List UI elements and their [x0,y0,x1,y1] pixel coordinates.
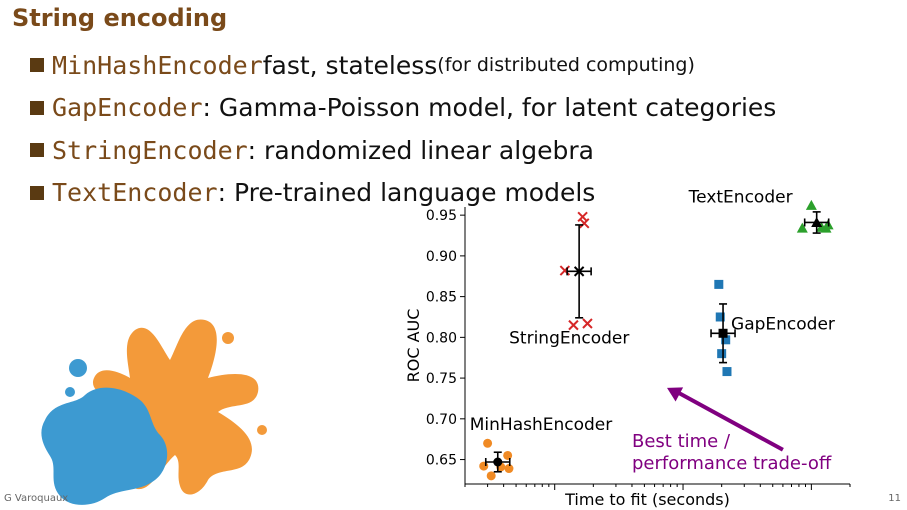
bullet-code: GapEncoder [52,93,203,123]
data-point [582,318,593,329]
data-point [715,312,725,322]
data-point [722,367,732,377]
bullet-code: StringEncoder [52,135,248,165]
data-point [579,218,590,229]
data-point [559,265,571,276]
slide-title: String encoding [12,4,228,32]
data-point [577,211,588,222]
series-label: StringEncoder [509,328,629,348]
square-bullet-icon [30,185,44,200]
data-point [479,461,489,471]
data-point [486,471,496,481]
bullet-text: fast, stateless [262,50,438,80]
data-point [568,319,579,331]
y-tick-label: 0.70 [426,412,457,428]
data-point [820,222,832,233]
data-point [721,335,731,345]
series-label: TextEncoder [688,187,793,207]
footer-author: G Varoquaux [4,493,69,504]
mean-point [573,266,585,277]
chart-axes: 0.65 0.70 0.75 0.80 0.85 0.90 0.95 [426,207,851,490]
y-tick-label: 0.85 [426,290,457,306]
y-tick-label: 0.65 [426,453,457,469]
data-point [503,450,513,460]
bullet-item-text: TextEncoder: Pre-trained language models [30,172,776,215]
square-bullet-icon [30,100,44,115]
bullet-item-minhash: MinHashEncoder fast, stateless (for dist… [30,44,776,87]
bullet-item-string: StringEncoder: randomized linear algebra [30,129,776,172]
page-number: 11 [888,493,901,504]
series-label: MinHashEncoder [470,415,613,435]
bullet-code: MinHashEncoder [52,50,263,80]
y-tick-label: 0.80 [426,330,457,346]
square-bullet-icon [30,58,44,73]
mean-point [493,457,503,467]
y-tick-label: 0.95 [426,208,457,224]
square-bullet-icon [30,143,44,158]
data-point [805,199,817,210]
data-point [796,222,808,233]
chart-labels: Time to fit (seconds) ROC AUC MinHashEncod… [404,187,835,509]
y-tick-label: 0.75 [426,371,457,387]
annotation-arrow-shaft [674,389,784,452]
annotation-arrowhead [667,387,684,402]
data-point [483,438,493,448]
y-tick-label: 0.90 [426,249,457,265]
mean-point [718,328,728,338]
data-point [714,279,724,289]
annotation-text-line2: performance trade-off [632,453,832,474]
bullet-text: : Pre-trained language models [217,178,596,208]
bullet-text: : Gamma-Poisson model, for latent catego… [202,93,777,123]
blue-splash-shape [41,359,168,505]
x-axis-label: Time to fit (seconds) [564,490,730,509]
bullet-text: : randomized linear algebra [247,135,594,165]
data-point [717,349,727,359]
annotation-text-line1: Best time / [632,431,731,452]
bullet-item-gap: GapEncoder: Gamma-Poisson model, for lat… [30,87,776,130]
mean-point [811,216,823,227]
bullet-code: TextEncoder [52,178,218,208]
bullet-note: (for distributed computing) [437,54,695,77]
chart-marks [479,199,834,481]
y-axis-label: ROC AUC [404,309,423,383]
data-point [504,464,514,474]
bullet-list: MinHashEncoder fast, stateless (for dist… [30,44,776,214]
series-label: GapEncoder [731,314,835,334]
